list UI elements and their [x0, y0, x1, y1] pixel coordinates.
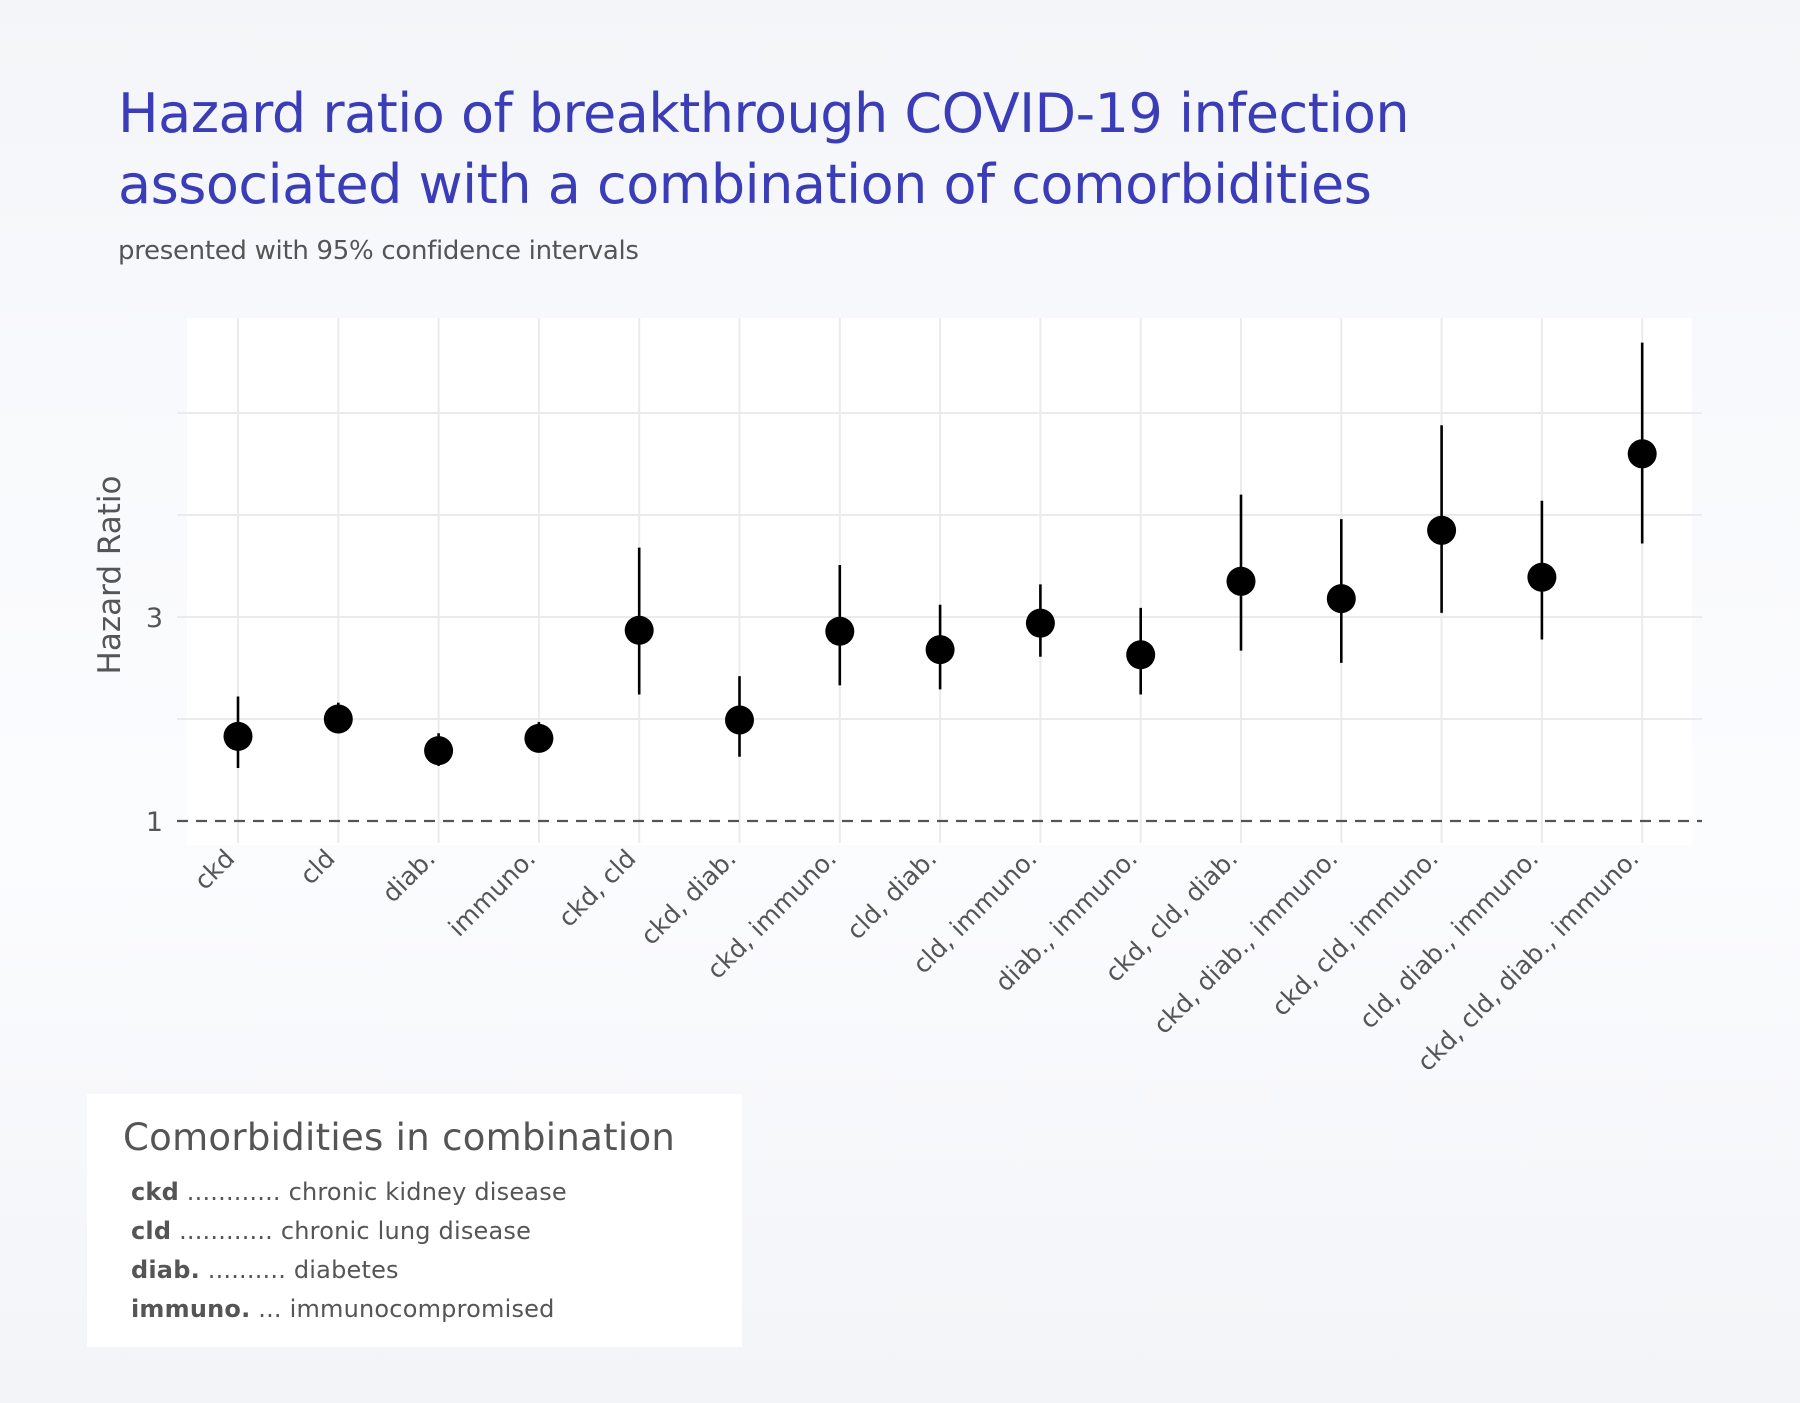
hr-point: [825, 616, 855, 646]
x-tick-label: immuno.: [443, 844, 541, 942]
y-tick-label: 3: [146, 603, 163, 634]
hr-point: [1427, 515, 1457, 545]
hr-point: [1226, 566, 1256, 596]
hr-point: [1527, 562, 1557, 592]
chart-subtitle: presented with 95% confidence intervals: [118, 236, 639, 266]
hr-point: [223, 721, 253, 751]
legend-abbr: immuno.: [131, 1295, 251, 1323]
legend-leader-dots: ............: [178, 1178, 289, 1206]
y-axis-label: Hazard Ratio: [92, 476, 128, 675]
legend-abbr: cld: [131, 1217, 172, 1245]
y-tick-label: 1: [146, 807, 163, 838]
legend-meaning: chronic kidney disease: [288, 1178, 567, 1206]
x-tick-label: ckd, cld: [553, 844, 642, 933]
x-tick-label: ckd: [189, 844, 241, 896]
legend-leader-dots: ...: [250, 1295, 290, 1323]
x-tick-label: ckd, diab., immuno.: [1148, 844, 1344, 1040]
legend-abbr: ckd: [131, 1178, 179, 1206]
legend-meaning: diabetes: [293, 1256, 399, 1284]
legend-item: ckd ............ chronic kidney disease: [131, 1178, 567, 1206]
hr-point: [1326, 584, 1356, 614]
legend-item: immuno. ... immunocompromised: [131, 1295, 555, 1323]
hr-point: [524, 723, 554, 753]
legend-leader-dots: ..........: [199, 1256, 294, 1284]
x-tick-label: ckd, cld, immuno.: [1266, 844, 1444, 1022]
legend-meaning: immunocompromised: [289, 1295, 555, 1323]
chart-title-line-1: Hazard ratio of breakthrough COVID-19 in…: [118, 82, 1410, 145]
hazard-ratio-points: [223, 439, 1657, 766]
x-tick-label: ckd, diab.: [635, 844, 742, 951]
x-tick-label: cld, diab., immuno.: [1354, 844, 1545, 1035]
chart-title-line-2: associated with a combination of comorbi…: [118, 153, 1372, 216]
chart-title: Hazard ratio of breakthrough COVID-19 in…: [118, 78, 1718, 220]
x-tick-label: diab.: [377, 844, 441, 908]
hr-point: [1126, 640, 1156, 670]
hr-point: [725, 705, 754, 735]
hr-point: [1627, 439, 1657, 469]
hr-point: [1025, 608, 1055, 638]
hr-point: [424, 736, 454, 766]
legend-title: Comorbidities in combination: [123, 1116, 676, 1159]
legend-item: diab. .......... diabetes: [131, 1256, 399, 1284]
hr-point: [925, 635, 955, 665]
x-tick-label: cld, diab.: [841, 844, 942, 945]
legend-item: cld ............ chronic lung disease: [131, 1217, 531, 1245]
x-tick-label: cld: [294, 844, 340, 890]
legend-box: Comorbidities in combination ckd .......…: [87, 1094, 742, 1347]
legend-meaning: chronic lung disease: [280, 1217, 532, 1245]
hr-point: [323, 704, 353, 734]
hr-point: [624, 615, 654, 645]
legend-leader-dots: ............: [171, 1217, 281, 1245]
legend-abbr: diab.: [131, 1256, 200, 1284]
y-tick-labels: 13: [146, 603, 163, 838]
